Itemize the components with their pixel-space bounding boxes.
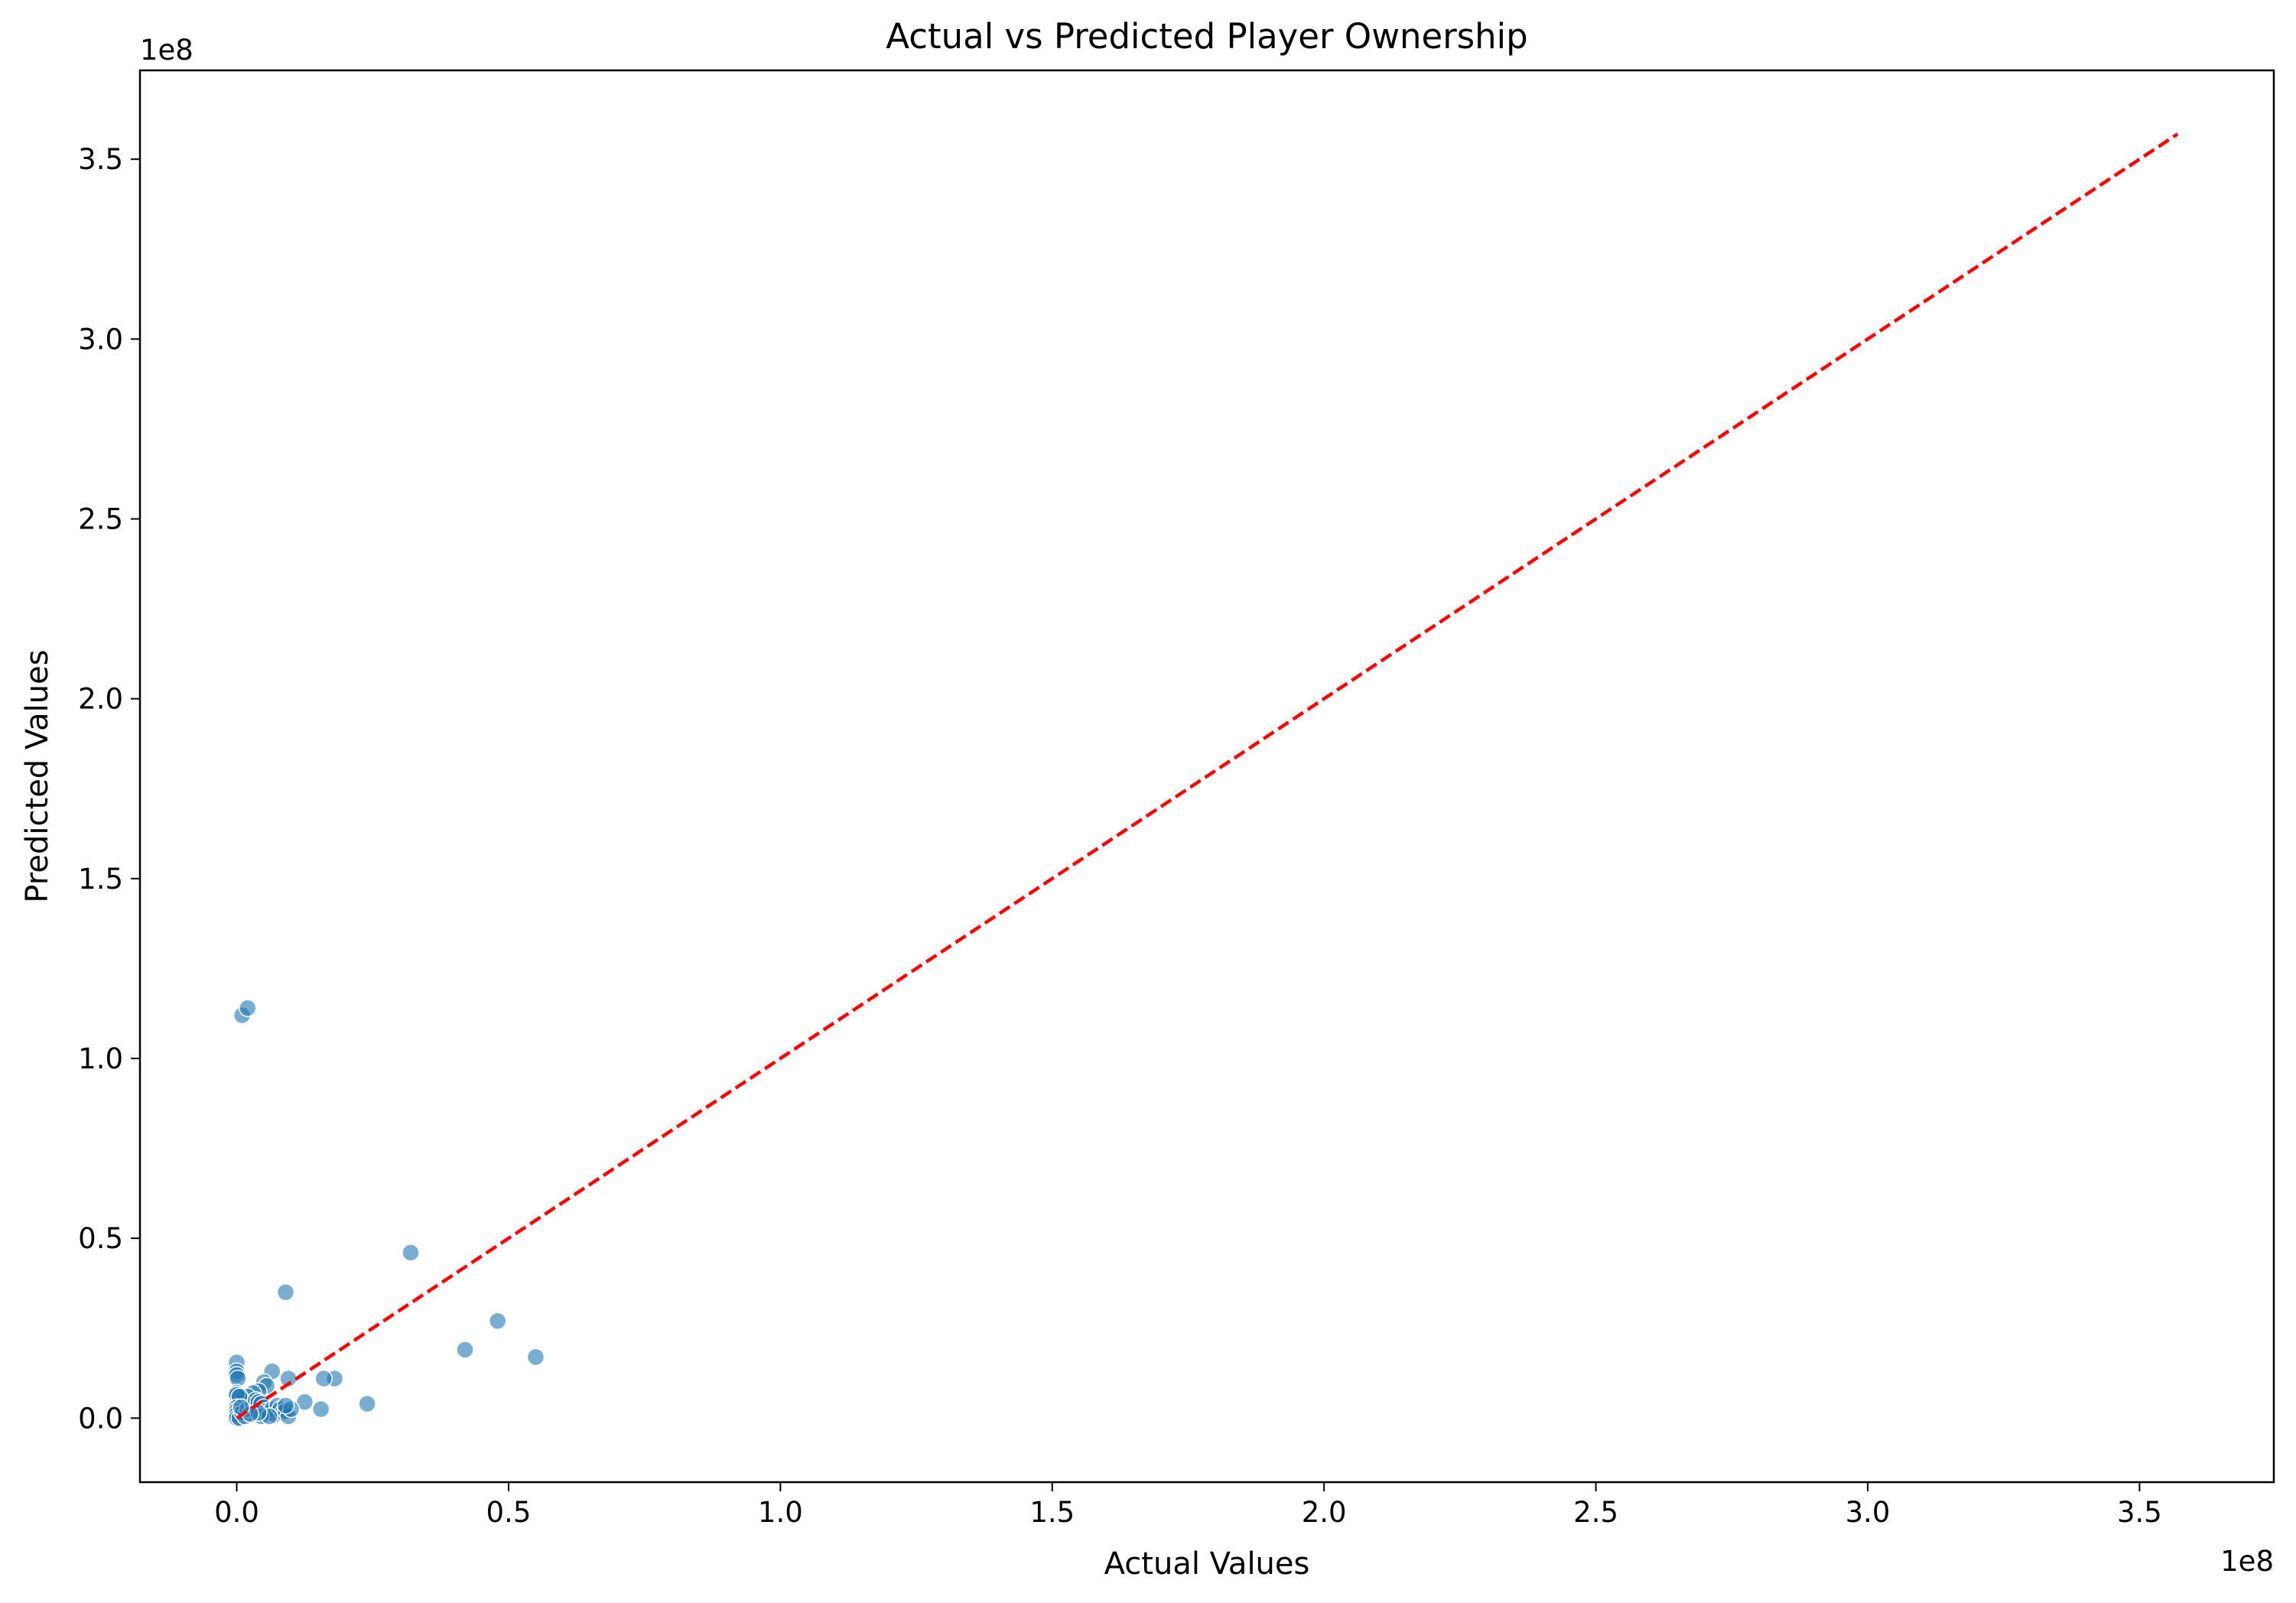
y-tick-label: 3.0 (78, 323, 123, 356)
y-tick-label: 1.5 (78, 863, 123, 896)
scatter-point (358, 1394, 376, 1413)
scatter-point (238, 999, 257, 1017)
scatter-point (456, 1341, 474, 1359)
y-tick-label: 1.0 (78, 1042, 123, 1075)
chart-title: Actual vs Predicted Player Ownership (886, 16, 1528, 57)
x-tick-label: 2.0 (1302, 1496, 1347, 1529)
x-tick-label: 0.5 (486, 1496, 532, 1529)
scatter-point (276, 1283, 295, 1302)
y-tick-label: 0.0 (78, 1402, 123, 1435)
y-axis-offset-label: 1e8 (140, 34, 194, 67)
x-tick-label: 1.5 (1029, 1496, 1075, 1529)
x-tick-label: 0.0 (214, 1496, 259, 1529)
reference-line-group (236, 132, 2179, 1420)
y-tick-label: 0.5 (78, 1222, 123, 1255)
scatter-point (311, 1400, 330, 1419)
x-axis-title: Actual Values (1104, 1546, 1310, 1582)
scatter-point (526, 1348, 545, 1367)
y-tick-label: 3.5 (78, 143, 123, 176)
y-axis-ticks: 0.0 0.5 1.0 1.5 2.0 2.5 3.0 3.5 (78, 143, 140, 1435)
x-tick-label: 2.5 (1573, 1496, 1618, 1529)
x-tick-label: 3.5 (2117, 1496, 2162, 1529)
y-axis-title: Predicted Values (20, 649, 55, 902)
x-tick-label: 3.0 (1846, 1496, 1891, 1529)
y-tick-label: 2.5 (78, 502, 123, 535)
plot-frame (138, 69, 2275, 1484)
x-axis-ticks: 0.0 0.5 1.0 1.5 2.0 2.5 3.0 3.5 (214, 1482, 2162, 1529)
reference-line (236, 132, 2179, 1420)
scatter-point (402, 1244, 420, 1262)
x-tick-label: 1.0 (758, 1496, 803, 1529)
scatter-point (276, 1397, 295, 1415)
y-tick-label: 2.0 (78, 683, 123, 716)
scatter-point (314, 1369, 333, 1388)
x-axis-offset-label: 1e8 (2220, 1545, 2274, 1578)
scatter-point (488, 1312, 507, 1331)
